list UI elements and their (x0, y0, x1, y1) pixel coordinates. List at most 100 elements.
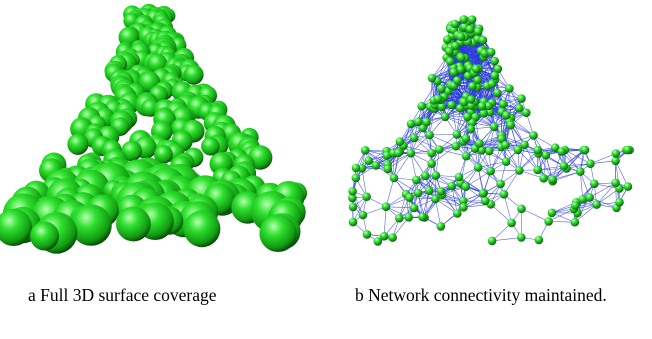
network-node (412, 175, 421, 185)
network-edge (385, 177, 395, 207)
network-edge (580, 171, 583, 200)
network-node (487, 236, 497, 246)
network-node (445, 57, 455, 66)
network-node (414, 117, 423, 127)
coverage-sphere (70, 204, 112, 246)
network-node (461, 134, 471, 143)
network-node (477, 146, 486, 155)
network-node (362, 230, 372, 239)
subfigure-a-caption: a Full 3D surface coverage (28, 283, 298, 307)
network-edge (589, 182, 616, 198)
network-node (394, 148, 403, 158)
network-edge (383, 206, 387, 237)
network-node (425, 130, 434, 140)
network-node (453, 76, 462, 85)
network-node (484, 101, 493, 111)
network-edge (410, 153, 417, 181)
network-node (475, 139, 484, 148)
network-node (498, 99, 508, 109)
network-edge (428, 163, 432, 191)
network-node (450, 19, 460, 29)
network-edge (589, 197, 617, 209)
coverage-sphere (0, 208, 33, 246)
network-node (586, 159, 595, 168)
subfigure-a-label: a (28, 285, 36, 305)
network-node (487, 79, 497, 89)
network-node (480, 196, 490, 206)
network-node (389, 173, 399, 183)
network-node (501, 140, 510, 150)
network-edge (422, 128, 432, 154)
coverage-sphere (67, 133, 89, 155)
network-node (557, 147, 566, 156)
network-node (520, 140, 529, 150)
network-edge (503, 170, 520, 195)
network-edge (510, 117, 534, 136)
network-edge (456, 108, 461, 135)
network-node (513, 145, 523, 155)
network-edge (435, 198, 464, 202)
network-edge (429, 134, 457, 136)
network-node (418, 123, 427, 133)
network-node (459, 203, 468, 212)
network-node (421, 171, 430, 181)
network-node (517, 233, 526, 242)
network-node (493, 88, 502, 98)
network-node (456, 32, 466, 42)
network-edge (425, 175, 452, 187)
network-node (371, 161, 381, 170)
network-node (590, 179, 599, 189)
network-node (456, 53, 466, 62)
network-node (360, 146, 370, 155)
network-edge (517, 149, 538, 171)
network-node (544, 217, 553, 226)
network-node (433, 94, 443, 104)
network-node (364, 156, 373, 165)
network-edge (505, 135, 534, 146)
network-node (473, 75, 482, 85)
network-node (409, 133, 419, 143)
network-node (406, 148, 416, 158)
network-node (351, 173, 361, 183)
network-edge (392, 217, 409, 238)
network-edge (439, 149, 467, 157)
network-node (435, 145, 444, 154)
network-edge (393, 153, 412, 179)
network-node (406, 119, 416, 129)
network-node (501, 157, 511, 166)
network-node (466, 124, 476, 134)
network-node (443, 35, 452, 44)
network-edge (410, 134, 430, 154)
network-node (427, 148, 436, 158)
subfigure-b-label: b (355, 285, 364, 305)
network-edge (580, 171, 590, 198)
network-edge (435, 198, 442, 227)
network-node (522, 108, 531, 117)
network-node (473, 27, 483, 36)
network-edge (429, 108, 435, 136)
network-edge (615, 160, 629, 187)
network-node (467, 15, 477, 24)
network-node (452, 130, 462, 139)
network-node (463, 112, 472, 122)
network-node (580, 145, 590, 155)
network-edge (413, 137, 440, 150)
network-edge (424, 190, 430, 218)
network-node (539, 174, 548, 183)
network-node (468, 81, 477, 91)
network-node (409, 203, 419, 213)
surface-coverage-image (0, 3, 307, 254)
network-node (517, 94, 526, 103)
network-node (493, 64, 503, 74)
network-edge (451, 186, 458, 214)
network-node (479, 109, 488, 118)
network-edge (409, 175, 426, 198)
coverage-sphere (183, 210, 221, 248)
network-edge (552, 151, 562, 180)
network-node (395, 137, 405, 146)
network-node (534, 235, 544, 245)
network-node (348, 217, 358, 227)
network-node (383, 164, 393, 174)
coverage-sphere (30, 221, 59, 251)
network-node (459, 97, 469, 107)
